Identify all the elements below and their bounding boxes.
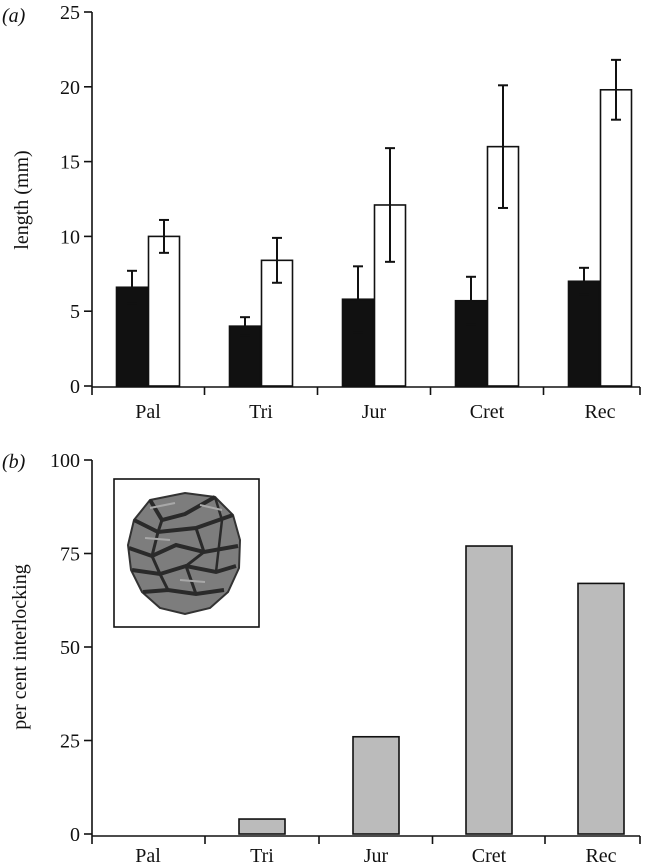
panel-a-y-tick-label: 15 xyxy=(60,152,80,174)
panel-b: (b) per cent interlocking 0 25 50 75 100 Pal… xyxy=(2,450,641,864)
panel-a-category-label: Tri xyxy=(249,401,273,423)
panel-a-y-tick-label: 0 xyxy=(70,376,80,398)
panel-b-y-tick-label: 75 xyxy=(60,544,80,566)
panel-a-axes xyxy=(91,12,640,388)
panel-a-y-tick-label: 20 xyxy=(60,77,80,99)
panel-a-y-axis-title: length (mm) xyxy=(11,150,33,249)
panel-b-y-tick-label: 0 xyxy=(70,824,80,846)
panel-a-label: (a) xyxy=(2,5,26,27)
panel-a: (a) length (mm) 0 5 10 15 20 25 Pal Tri Jur Cret… xyxy=(2,2,641,423)
panel-a-ticks: 0 5 10 15 20 25 xyxy=(60,2,641,398)
panel-b-bars xyxy=(238,545,625,835)
panel-a-y-tick-label: 10 xyxy=(60,226,80,248)
panel-a-category-labels: Pal Tri Jur Cret Rec xyxy=(135,401,615,423)
panel-a-bar-rec-s2 xyxy=(599,88,633,387)
panel-b-category-label: Jur xyxy=(364,845,389,864)
conifer-cone-scale-photo-icon xyxy=(126,491,242,616)
panel-a-bar-pal-s2 xyxy=(147,235,181,387)
panel-a-category-label: Cret xyxy=(470,401,505,423)
panel-a-category-label: Rec xyxy=(584,401,615,423)
inset-photo xyxy=(113,478,260,628)
panel-a-category-label: Jur xyxy=(362,401,387,423)
panel-b-bar-jur-s1 xyxy=(352,735,400,835)
panel-a-error-bars xyxy=(127,58,621,337)
panel-b-category-label: Pal xyxy=(135,845,161,864)
panel-b-bar-tri-s1 xyxy=(238,818,286,835)
panel-b-category-labels: Pal Tri Jur Cret Rec xyxy=(135,845,616,864)
panel-b-label: (b) xyxy=(2,451,26,473)
panel-b-category-label: Cret xyxy=(472,845,507,864)
panel-b-ticks: 0 25 50 75 100 xyxy=(50,450,641,846)
panel-b-y-tick-label: 100 xyxy=(50,450,80,472)
panel-a-category-label: Pal xyxy=(135,401,161,423)
panel-a-y-tick-label: 25 xyxy=(60,2,80,24)
panel-b-y-tick-label: 50 xyxy=(60,637,80,659)
panel-b-category-label: Tri xyxy=(250,845,274,864)
panel-b-y-tick-label: 25 xyxy=(60,731,80,753)
panel-a-y-tick-label: 5 xyxy=(70,301,80,323)
panel-b-bar-rec-s1 xyxy=(577,582,625,835)
panel-b-y-axis-title: per cent interlocking xyxy=(9,564,31,730)
panel-a-bar-rec-s1 xyxy=(567,280,601,387)
panel-b-bar-cret-s1 xyxy=(465,545,513,835)
panel-b-category-label: Rec xyxy=(585,845,616,864)
panel-b-axes xyxy=(91,460,640,837)
panel-a-bars xyxy=(115,88,633,387)
